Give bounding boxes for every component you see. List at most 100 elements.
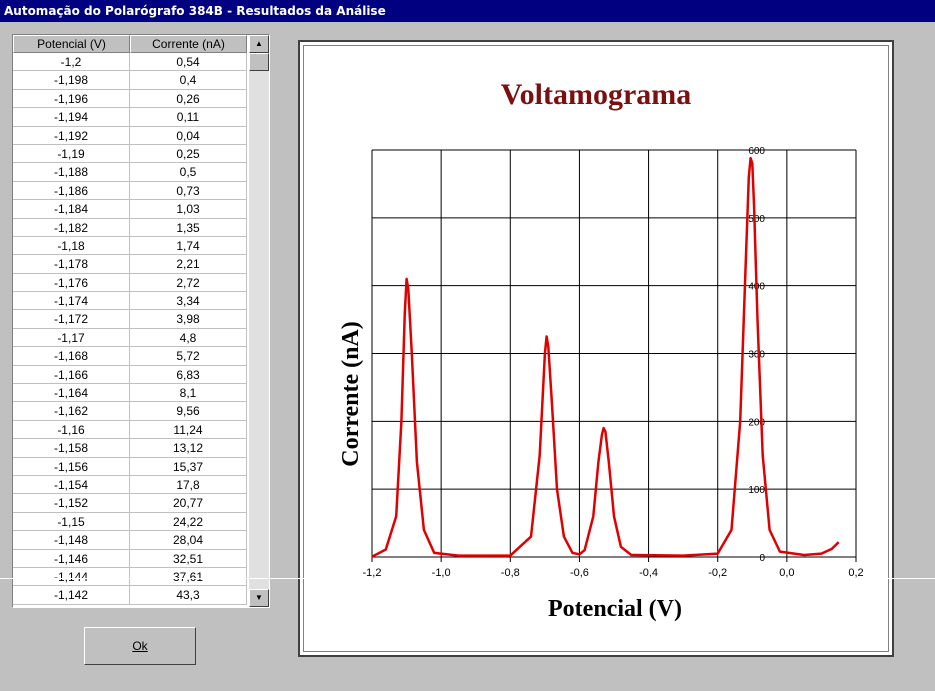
table-row[interactable]: -1,162 9,56 [13,402,247,421]
cell-potencial[interactable]: -1,178 [13,255,130,274]
table-row[interactable]: -1,172 3,98 [13,310,247,329]
cell-corrente[interactable]: 11,24 [130,420,247,440]
cell-potencial[interactable]: -1,164 [13,384,130,403]
cell-corrente[interactable]: 1,35 [130,218,247,237]
table-row[interactable]: -1,198 0,4 [13,71,247,90]
cell-potencial[interactable]: -1,19 [13,144,130,164]
cell-corrente[interactable]: 1,74 [130,236,247,256]
cell-corrente[interactable]: 15,37 [130,457,247,476]
cell-corrente[interactable]: 2,72 [130,273,247,293]
cell-potencial[interactable]: -1,168 [13,347,130,366]
table-row[interactable]: -1,146 32,51 [13,549,247,568]
cell-potencial[interactable]: -1,176 [13,273,130,293]
cell-corrente[interactable]: 9,56 [130,402,247,421]
cell-potencial[interactable]: -1,182 [13,218,130,237]
cell-corrente[interactable]: 43,3 [130,586,247,605]
table-row[interactable]: -1,144 37,61 [13,567,247,587]
screen-divider-line [0,578,935,579]
cell-corrente[interactable]: 13,12 [130,439,247,458]
column-header-potencial[interactable]: Potencial (V) [13,35,130,53]
cell-potencial[interactable]: -1,198 [13,71,130,90]
table-row[interactable]: -1,168 5,72 [13,347,247,366]
cell-potencial[interactable]: -1,146 [13,549,130,568]
table-row[interactable]: -1,2 0,54 [13,53,247,72]
cell-corrente[interactable]: 0,73 [130,181,247,201]
cell-potencial[interactable]: -1,16 [13,420,130,440]
table-row[interactable]: -1,188 0,5 [13,163,247,182]
scroll-thumb[interactable] [249,53,269,71]
cell-corrente[interactable]: 0,11 [130,108,247,127]
cell-potencial[interactable]: -1,186 [13,181,130,201]
cell-corrente[interactable]: 37,61 [130,567,247,587]
table-row[interactable]: -1,184 1,03 [13,200,247,219]
cell-potencial[interactable]: -1,192 [13,126,130,145]
cell-corrente[interactable]: 28,04 [130,531,247,550]
cell-corrente[interactable]: 3,98 [130,310,247,329]
table-row[interactable]: -1,186 0,73 [13,181,247,201]
cell-potencial[interactable]: -1,144 [13,567,130,587]
table-row[interactable]: -1,152 20,77 [13,494,247,513]
table-row[interactable]: -1,17 4,8 [13,328,247,348]
table-row[interactable]: -1,164 8,1 [13,384,247,403]
cell-corrente[interactable]: 1,03 [130,200,247,219]
cell-potencial[interactable]: -1,152 [13,494,130,513]
cell-potencial[interactable]: -1,2 [13,53,130,72]
table-row[interactable]: -1,156 15,37 [13,457,247,476]
cell-potencial[interactable]: -1,154 [13,475,130,495]
table-row[interactable]: -1,154 17,8 [13,475,247,495]
cell-potencial[interactable]: -1,172 [13,310,130,329]
cell-potencial[interactable]: -1,156 [13,457,130,476]
table-row[interactable]: -1,194 0,11 [13,108,247,127]
table-row[interactable]: -1,142 43,3 [13,586,247,605]
table-row[interactable]: -1,174 3,34 [13,292,247,311]
cell-potencial[interactable]: -1,148 [13,531,130,550]
vertical-scrollbar[interactable]: ▲ ▼ [249,35,269,607]
cell-corrente[interactable]: 0,25 [130,144,247,164]
table-row[interactable]: -1,182 1,35 [13,218,247,237]
table-row[interactable]: -1,196 0,26 [13,89,247,109]
cell-corrente[interactable]: 20,77 [130,494,247,513]
cell-corrente[interactable]: 8,1 [130,384,247,403]
cell-corrente[interactable]: 32,51 [130,549,247,568]
cell-potencial[interactable]: -1,188 [13,163,130,182]
cell-corrente[interactable]: 5,72 [130,347,247,366]
cell-corrente[interactable]: 0,26 [130,89,247,109]
table-row[interactable]: -1,148 28,04 [13,531,247,550]
table-body: -1,2 0,54 -1,198 0,4 -1,196 0,26 -1,194 0,11 -1,… [13,53,247,605]
cell-corrente[interactable]: 0,4 [130,71,247,90]
cell-corrente[interactable]: 0,5 [130,163,247,182]
table-row[interactable]: -1,192 0,04 [13,126,247,145]
cell-potencial[interactable]: -1,142 [13,586,130,605]
column-header-corrente[interactable]: Corrente (nA) [130,35,247,53]
table-row[interactable]: -1,178 2,21 [13,255,247,274]
table-row[interactable]: -1,158 13,12 [13,439,247,458]
cell-potencial[interactable]: -1,184 [13,200,130,219]
cell-potencial[interactable]: -1,166 [13,365,130,385]
scroll-down-arrow-icon[interactable]: ▼ [249,589,269,607]
table-row[interactable]: -1,16 11,24 [13,420,247,440]
ok-button[interactable]: Ok [84,627,196,665]
table-row[interactable]: -1,18 1,74 [13,236,247,256]
scroll-up-arrow-icon[interactable]: ▲ [249,35,269,53]
cell-corrente[interactable]: 6,83 [130,365,247,385]
cell-potencial[interactable]: -1,162 [13,402,130,421]
cell-corrente[interactable]: 0,04 [130,126,247,145]
cell-potencial[interactable]: -1,18 [13,236,130,256]
cell-potencial[interactable]: -1,158 [13,439,130,458]
table-row[interactable]: -1,176 2,72 [13,273,247,293]
cell-potencial[interactable]: -1,196 [13,89,130,109]
cell-corrente[interactable]: 4,8 [130,328,247,348]
cell-corrente[interactable]: 2,21 [130,255,247,274]
data-grid[interactable]: Potencial (V) Corrente (nA) -1,2 0,54 -1,1… [12,34,270,608]
table-row[interactable]: -1,166 6,83 [13,365,247,385]
cell-corrente[interactable]: 17,8 [130,475,247,495]
cell-potencial[interactable]: -1,17 [13,328,130,348]
cell-potencial[interactable]: -1,15 [13,512,130,532]
cell-corrente[interactable]: 3,34 [130,292,247,311]
cell-corrente[interactable]: 0,54 [130,53,247,72]
table-row[interactable]: -1,15 24,22 [13,512,247,532]
table-row[interactable]: -1,19 0,25 [13,144,247,164]
cell-potencial[interactable]: -1,194 [13,108,130,127]
cell-corrente[interactable]: 24,22 [130,512,247,532]
cell-potencial[interactable]: -1,174 [13,292,130,311]
